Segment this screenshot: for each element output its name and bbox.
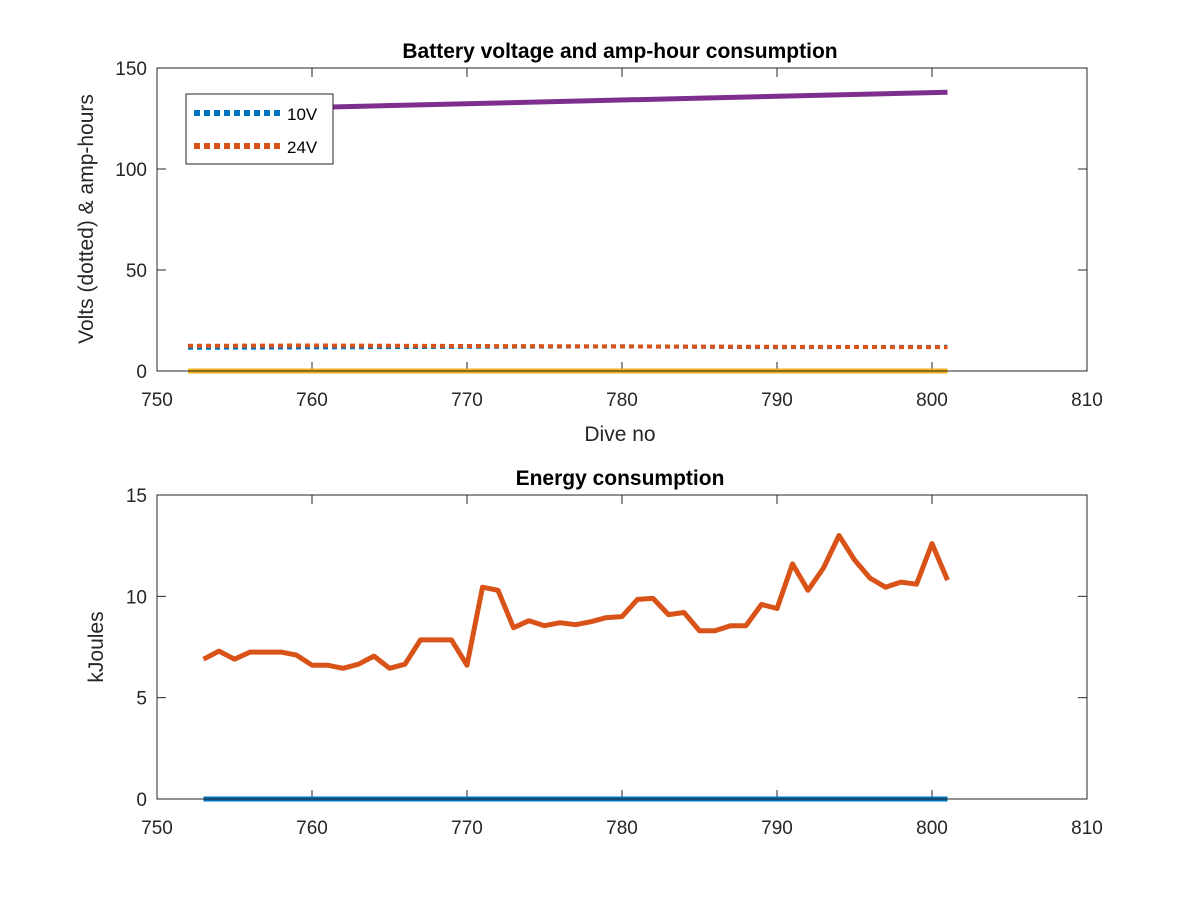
tick-group: 750 760 770 780 790 800 810 0 50 100 150	[115, 59, 1103, 411]
y-axis-label: kJoules	[85, 611, 108, 682]
x-tick-label: 760	[296, 818, 328, 839]
x-tick-label: 810	[1071, 818, 1103, 839]
series-line-axes1-1	[202, 533, 950, 671]
x-tick-label: 750	[141, 390, 173, 411]
legend-box	[185, 93, 334, 165]
x-tick-label: 790	[761, 390, 793, 411]
axes-box	[156, 494, 1088, 800]
y-tick-label: 150	[115, 59, 147, 80]
chart-title: Energy consumption	[516, 467, 725, 490]
axes-energy: Energy consumption kJoules 750 760 770 780 7…	[85, 467, 1103, 839]
y-tick-label: 15	[126, 486, 147, 507]
legend-label-10v: 10V	[287, 105, 318, 124]
y-tick-label: 100	[115, 160, 147, 181]
y-tick-label: 0	[136, 790, 147, 811]
y-tick-label: 10	[126, 587, 147, 608]
x-tick-label: 810	[1071, 390, 1103, 411]
x-tick-label: 760	[296, 390, 328, 411]
x-tick-label: 780	[606, 390, 638, 411]
legend: 10V 24V	[185, 93, 334, 165]
x-tick-label: 800	[916, 390, 948, 411]
x-tick-label: 770	[451, 818, 483, 839]
chart-title: Battery voltage and amp-hour consumption	[402, 40, 837, 63]
legend-label-24v: 24V	[287, 138, 318, 157]
x-axis-label: Dive no	[584, 423, 655, 446]
x-tick-label: 790	[761, 818, 793, 839]
axes-battery: Battery voltage and amp-hour consumption…	[75, 40, 1103, 446]
y-tick-label: 5	[136, 689, 147, 710]
tick-group: 750 760 770 780 790 800 810 0 5 10 15	[126, 486, 1103, 839]
series-line-24v	[187, 343, 948, 350]
x-tick-label: 750	[141, 818, 173, 839]
y-tick-label: 0	[136, 362, 147, 383]
y-axis-label: Volts (dotted) & amp-hours	[75, 94, 98, 344]
x-tick-label: 780	[606, 818, 638, 839]
plot-area	[202, 533, 950, 802]
x-tick-label: 770	[451, 390, 483, 411]
x-tick-label: 800	[916, 818, 948, 839]
axes-box	[156, 67, 1088, 372]
y-tick-label: 50	[126, 261, 147, 282]
